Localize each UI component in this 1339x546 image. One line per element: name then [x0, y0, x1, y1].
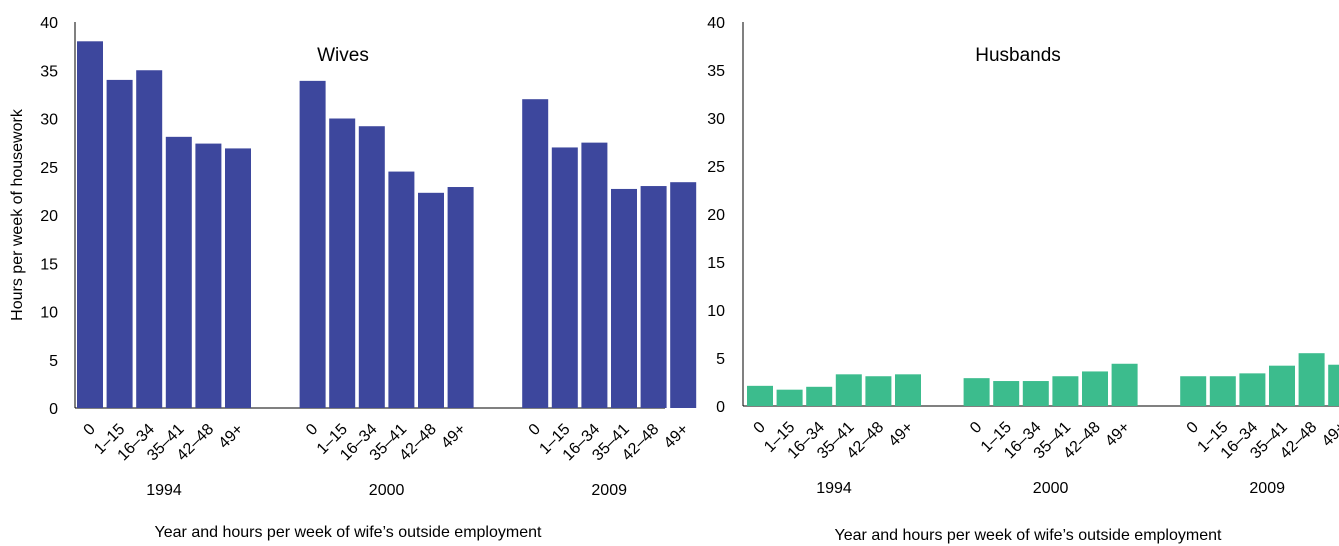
bar-2009-5	[1328, 364, 1339, 406]
bar-2000-1	[993, 381, 1020, 406]
chart-title: Wives	[317, 45, 369, 66]
x-category-label: 0	[1184, 419, 1202, 437]
y-tick-label: 35	[707, 63, 725, 80]
x-category-label: 49+	[886, 419, 917, 450]
y-tick-label: 20	[40, 208, 58, 225]
bar-2009-1	[551, 147, 578, 408]
bar-1994-5	[895, 374, 921, 406]
bar-2000-5	[447, 187, 474, 408]
x-category-label: 0	[81, 421, 99, 439]
bar-1994-1	[106, 79, 133, 409]
y-tick-label: 5	[716, 351, 725, 368]
y-tick-label: 40	[40, 15, 58, 32]
y-tick-label: 0	[49, 401, 58, 418]
y-tick-label: 25	[707, 159, 725, 176]
y-tick-label: 5	[49, 353, 58, 370]
group-label-2000: 2000	[369, 482, 405, 499]
bar-2009-0	[522, 99, 549, 408]
x-category-label: 0	[967, 419, 985, 437]
bar-2000-5	[1111, 363, 1138, 406]
y-tick-label: 25	[40, 160, 58, 177]
x-category-label: 49+	[1102, 419, 1133, 450]
y-axis-label: Hours per week of housework	[9, 108, 26, 321]
bar-2000-3	[388, 171, 415, 408]
bar-2009-3	[1269, 365, 1295, 406]
group-label-2000: 2000	[1033, 480, 1069, 497]
bar-1994-1	[776, 389, 803, 406]
bar-2000-4	[418, 192, 444, 408]
group-label-1994: 1994	[146, 482, 182, 499]
y-tick-label: 35	[40, 63, 58, 80]
x-axis-label: Year and hours per week of wife’s outsid…	[835, 527, 1222, 544]
x-category-label: 0	[526, 421, 544, 439]
group-label-1994: 1994	[816, 480, 852, 497]
x-category-label: 49+	[438, 421, 469, 452]
bar-1994-2	[806, 386, 833, 406]
bar-2009-4	[640, 186, 667, 408]
bar-2000-1	[329, 118, 356, 408]
bar-2009-1	[1209, 376, 1236, 406]
bar-2009-2	[1239, 373, 1266, 406]
group-label-2009: 2009	[591, 482, 627, 499]
bar-2009-4	[1298, 353, 1325, 406]
bar-2000-0	[299, 80, 326, 409]
group-label-2009: 2009	[1249, 480, 1285, 497]
bar-2000-0	[963, 378, 990, 406]
bar-1994-3	[165, 136, 192, 408]
bar-2000-2	[1022, 381, 1049, 406]
bar-2009-2	[581, 142, 608, 408]
y-tick-label: 0	[716, 399, 725, 416]
bar-2009-3	[611, 188, 637, 408]
wives-panel: 0 5 10 15 20 25 30 35 40 Wives Hours per week of h…	[9, 15, 697, 541]
x-category-label: 0	[751, 419, 769, 437]
bar-2009-5	[670, 182, 697, 408]
y-tick-label: 30	[40, 112, 58, 129]
x-category-label: 49+	[661, 421, 692, 452]
bar-2000-3	[1052, 376, 1079, 406]
x-category-label: 49+	[216, 421, 247, 452]
y-tick-label: 40	[707, 15, 725, 32]
y-tick-label: 10	[40, 305, 58, 322]
bar-1994-2	[136, 70, 163, 408]
bar-1994-0	[747, 385, 773, 406]
bar-1994-0	[77, 41, 103, 409]
bar-2009-0	[1180, 376, 1207, 406]
x-axis-label: Year and hours per week of wife’s outsid…	[155, 524, 542, 541]
y-tick-label: 15	[707, 255, 725, 272]
y-tick-label: 15	[40, 256, 58, 273]
bar-2000-4	[1082, 371, 1108, 406]
husbands-panel: 0510152025303540Husbands01–1516–3435–414…	[707, 15, 1339, 544]
bar-1994-4	[195, 143, 222, 408]
x-category-label: 0	[303, 421, 321, 439]
chart-title: Husbands	[975, 45, 1061, 66]
y-tick-label: 10	[707, 303, 725, 320]
bar-1994-5	[225, 148, 251, 409]
bar-1994-3	[835, 374, 862, 406]
bar-2000-2	[358, 126, 385, 408]
y-tick-label: 30	[707, 111, 725, 128]
bar-1994-4	[865, 376, 892, 406]
x-category-label: 49+	[1319, 419, 1339, 450]
y-tick-label: 20	[707, 207, 725, 224]
